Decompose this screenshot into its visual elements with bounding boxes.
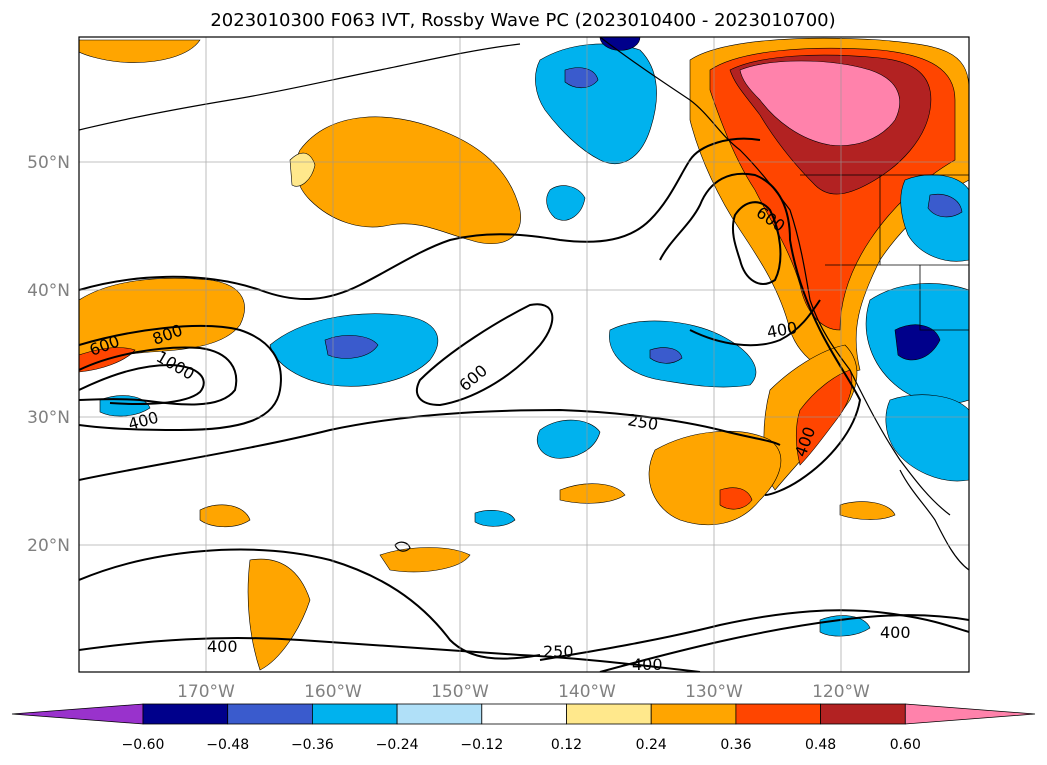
latitude-labels: 50°N 40°N 30°N 20°N (27, 153, 70, 556)
anomaly-region-nw-us-blue (900, 174, 969, 262)
anomaly-region-nw-us-dark (927, 193, 963, 218)
colorbar-tick-label: −0.60 (122, 737, 165, 753)
ivt-contours (79, 137, 969, 672)
longitude-labels: 170°W 160°W 150°W 140°W 130°W 120°W (177, 682, 870, 702)
contour-label: 400 (880, 623, 911, 642)
contour-label: 400 (632, 655, 663, 674)
colorbar-tick-label: 0.48 (805, 737, 836, 753)
anomaly-region-sw-us-blue (885, 394, 969, 482)
colorbar-tick-label: −0.48 (206, 737, 249, 753)
anomaly-region-sm-blue2 (474, 510, 516, 527)
colorbar-tick-label: 0.60 (890, 737, 921, 753)
ivt-contour-600-east (731, 201, 782, 285)
contour-label: 250 (543, 642, 574, 661)
lat-label: 20°N (27, 536, 70, 556)
coastline-north-america (599, 37, 951, 516)
anomaly-region-bc-core (739, 60, 900, 146)
anomaly-region-mid-s2 (559, 483, 626, 504)
gridlines (79, 37, 969, 672)
anomaly-region-mid-s (379, 547, 471, 573)
lat-label: 50°N (27, 153, 70, 173)
anomaly-region-us-navy (894, 324, 941, 361)
ivt-contour-800-west (79, 363, 205, 405)
anomaly-region-e-blue-dark (649, 347, 683, 364)
ivt-contour-600-west (79, 346, 238, 406)
colorbar (11, 703, 1036, 725)
map-frame (78, 36, 970, 673)
colorbar-swatch (481, 703, 567, 725)
anomaly-region-mid-blue-dark (324, 335, 379, 359)
colorbar-extend-max (904, 703, 1036, 725)
ivt-contour-250-se (599, 614, 969, 672)
political-borders (800, 174, 969, 331)
coastlines (79, 37, 969, 571)
colorbar-swatch (227, 703, 313, 725)
lat-label: 40°N (27, 281, 70, 301)
ivt-contour-600-central (415, 303, 554, 407)
colorbar-tick-label: 0.24 (636, 737, 667, 753)
ivt-contour-250-mid (79, 408, 781, 481)
ivt-contour-250-north (79, 137, 761, 300)
colorbar-tick-label: −0.36 (291, 737, 334, 753)
colorbar-tick-label: 0.36 (720, 737, 751, 753)
ivt-contour-400-coast (689, 299, 821, 347)
lon-label: 140°W (558, 682, 616, 702)
lon-label: 130°W (685, 682, 743, 702)
colorbar-swatch (650, 703, 737, 725)
anomaly-region-center-blue (536, 419, 601, 459)
figure-title: 2023010300 F063 IVT, Rossby Wave PC (202… (210, 10, 835, 31)
map-plot-area: 600 800 1000 400 600 250 400 600 400 400… (79, 37, 969, 674)
lat-label: 30°N (27, 408, 70, 428)
coastline-hawaii (394, 541, 411, 552)
colorbar-tick-label: −0.12 (460, 737, 503, 753)
lon-label: 160°W (304, 682, 362, 702)
lon-label: 150°W (431, 682, 489, 702)
colorbar-tick-label: −0.24 (376, 737, 419, 753)
anomaly-region-small-blue (546, 185, 586, 221)
anomaly-region-central (295, 116, 521, 244)
anomaly-region-ne-navy (599, 37, 641, 51)
coastline-alaska (79, 43, 521, 131)
lon-label: 120°W (812, 682, 870, 702)
ivt-contour-400-south (79, 637, 701, 672)
positive-anomaly-fields (79, 37, 969, 671)
contour-label: 400 (207, 637, 238, 656)
colorbar-swatch (311, 703, 398, 725)
colorbar-extend-min (11, 703, 144, 725)
colorbar-swatch (735, 703, 822, 725)
colorbar-swatch (142, 703, 229, 725)
ivt-contour-250-south (79, 548, 541, 660)
anomaly-region-e-blue (609, 320, 757, 388)
anomaly-region-ne-blue-dark (564, 67, 599, 89)
anomaly-region-central-light (289, 152, 316, 187)
coastline-baja (899, 469, 969, 571)
anomaly-region-s-strip (247, 558, 311, 671)
colorbar-swatch (566, 703, 652, 725)
ivt-contour-400-west (79, 325, 282, 432)
anomaly-region-subtropical-red (719, 487, 753, 510)
colorbar-tick-label: 0.12 (551, 737, 582, 753)
ivt-contour-400-east (659, 172, 862, 496)
lon-label: 170°W (177, 682, 235, 702)
border-states-3 (919, 265, 969, 331)
ivt-contour-400-se (539, 609, 969, 661)
anomaly-region-nw (79, 39, 201, 63)
negative-anomaly-fields (99, 37, 969, 637)
colorbar-swatch (820, 703, 906, 725)
colorbar-ticks: −0.60 −0.48 −0.36 −0.24 −0.12 0.12 0.24 … (122, 737, 921, 753)
anomaly-region-coast-inner (795, 369, 853, 466)
anomaly-region-se (839, 501, 896, 520)
colorbar-swatch (396, 703, 483, 725)
anomaly-region-sw (199, 504, 251, 528)
